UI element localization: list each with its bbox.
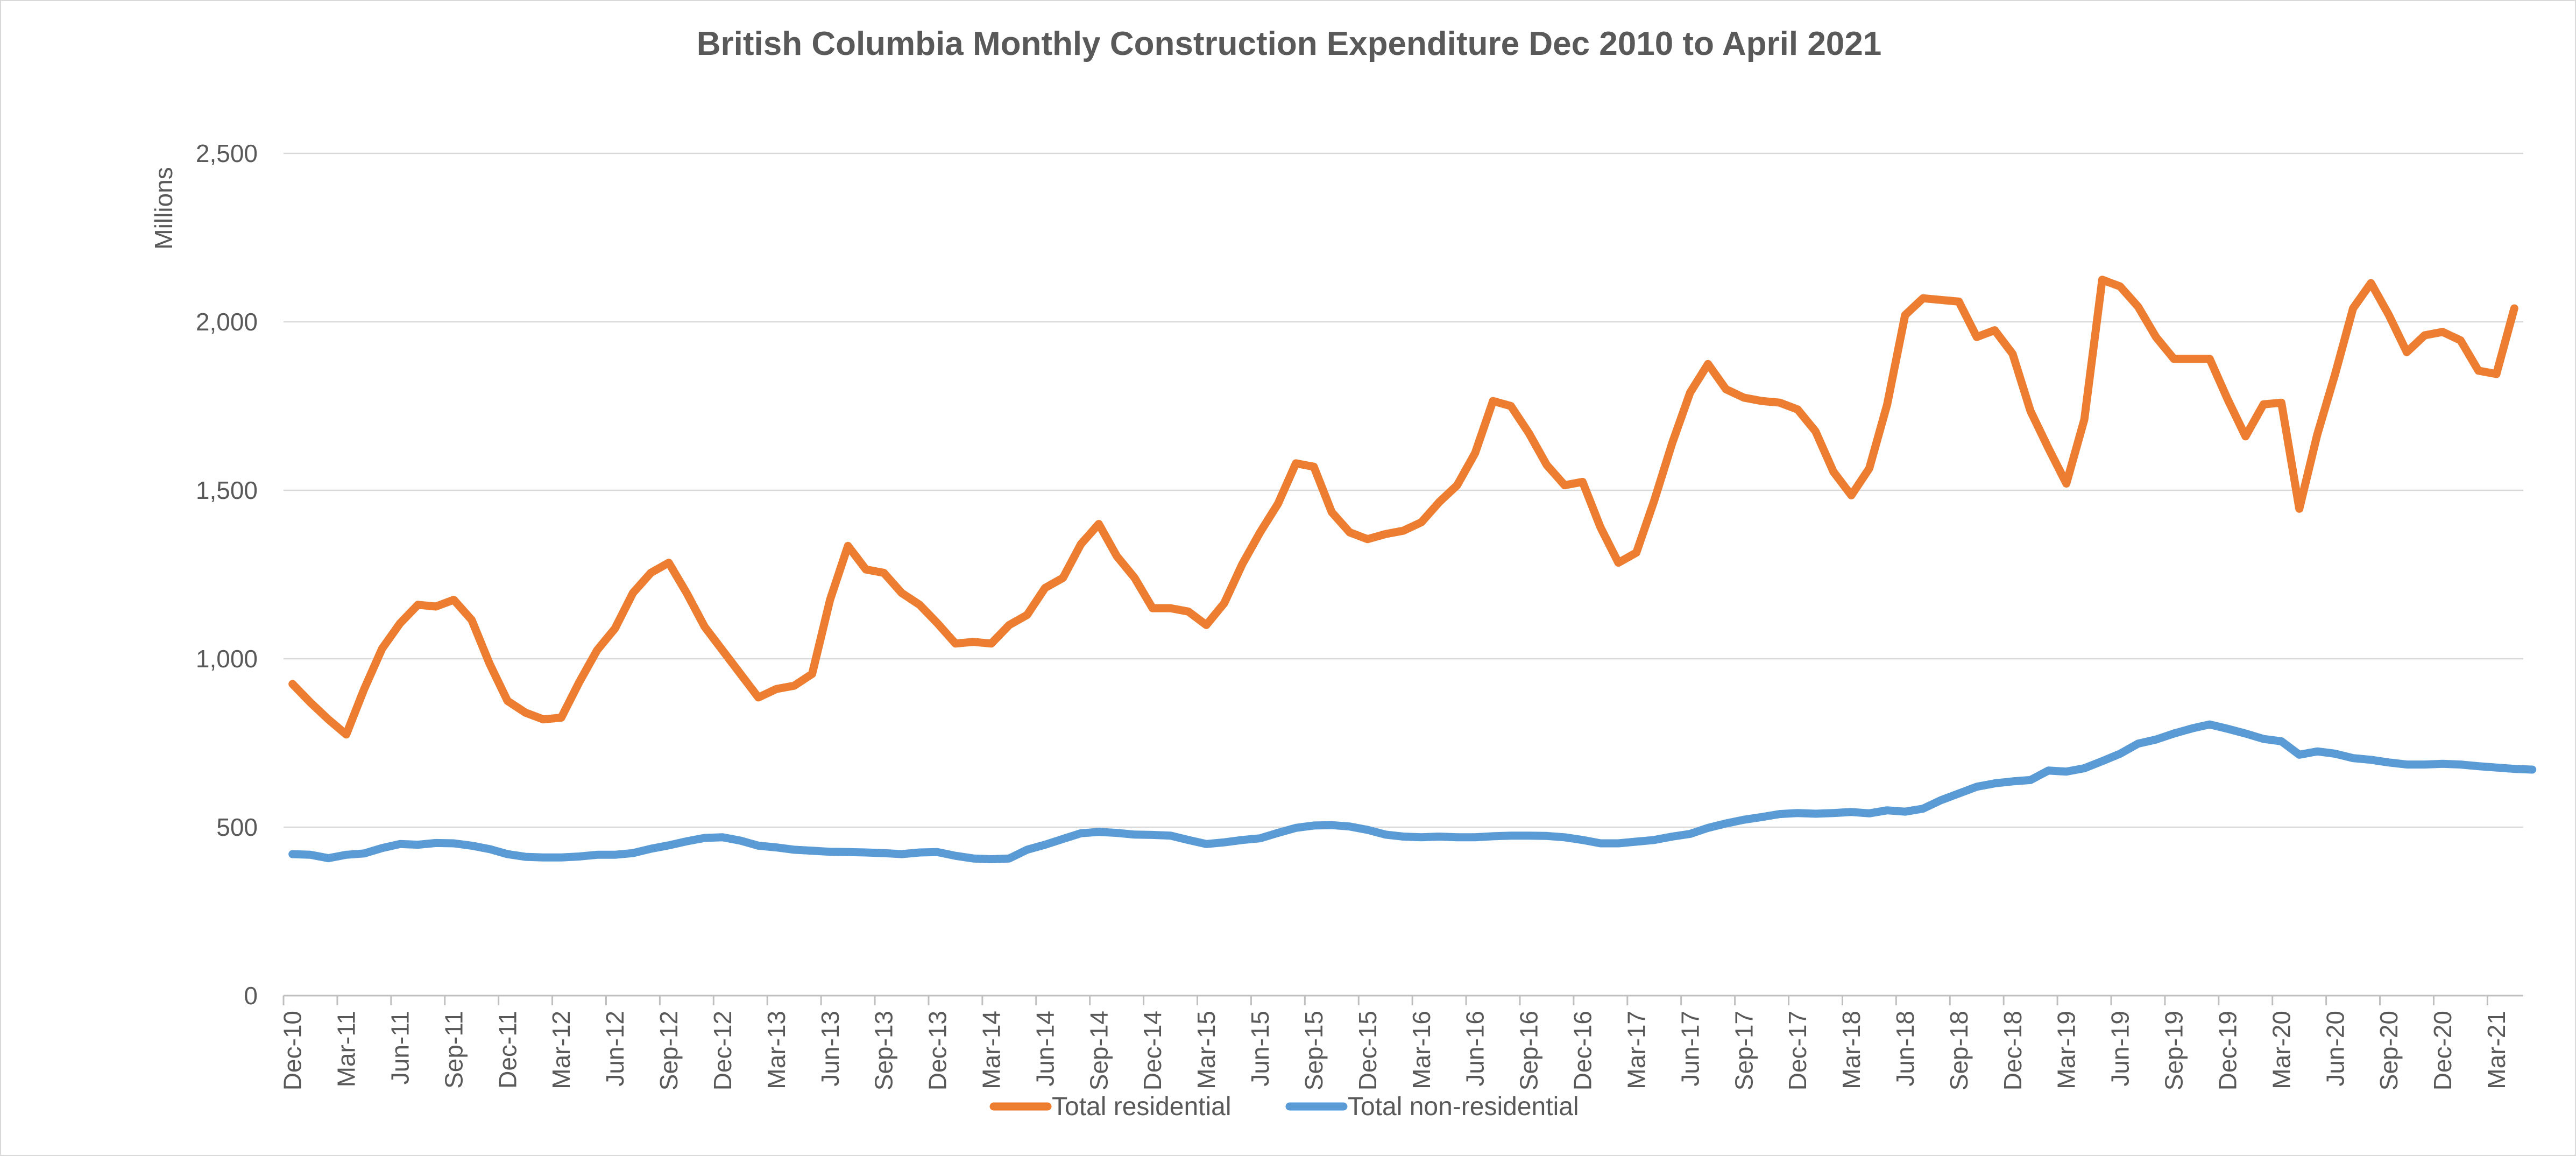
x-tick-label: Mar-11 [332, 1011, 360, 1087]
x-tick-label: Sep-15 [1300, 1011, 1328, 1090]
series-line-total-residential [288, 276, 2518, 739]
x-tick-label: Jun-14 [1031, 1011, 1059, 1087]
y-tick-label: 2,500 [196, 139, 258, 167]
x-tick-label: Jun-17 [1676, 1011, 1704, 1087]
x-tick-label: Jun-11 [386, 1011, 414, 1084]
series-lines [288, 276, 2537, 863]
gridlines [284, 152, 2523, 997]
x-tick-label: Mar-12 [547, 1011, 575, 1089]
x-tick-label: Dec-14 [1138, 1011, 1166, 1090]
x-tick-label: Mar-16 [1407, 1011, 1435, 1089]
x-tick-label: Sep-12 [655, 1011, 683, 1090]
x-tick-label: Dec-15 [1354, 1011, 1382, 1090]
x-tick-label: Dec-19 [2213, 1011, 2241, 1090]
x-tick-label: Mar-21 [2482, 1011, 2510, 1089]
x-tick-label: Jun-19 [2106, 1011, 2134, 1087]
x-tick-label: Dec-18 [1999, 1011, 2027, 1090]
chart-title: British Columbia Monthly Construction Ex… [697, 25, 1882, 62]
x-tick-label: Mar-15 [1192, 1011, 1220, 1089]
legend-label-total-non-residential: Total non-residential [1348, 1092, 1579, 1121]
x-tick-label: Sep-20 [2375, 1011, 2403, 1090]
x-tick-label: Mar-18 [1837, 1011, 1865, 1089]
x-tick-label: Dec-11 [493, 1011, 521, 1089]
x-tick-label: Sep-19 [2160, 1011, 2188, 1090]
x-tick-label: Dec-10 [279, 1011, 307, 1090]
x-axis-ticks: Dec-10 Mar-11 Jun-11 Sep-11 Dec-11 Mar-12 Jun-… [279, 996, 2510, 1090]
x-tick-label: Jun-16 [1461, 1011, 1489, 1087]
x-tick-label: Jun-13 [816, 1011, 844, 1087]
x-tick-label: Sep-11 [440, 1011, 468, 1089]
legend-label-total-residential: Total residential [1052, 1092, 1232, 1121]
y-tick-label: 2,000 [196, 308, 258, 336]
x-tick-label: Mar-20 [2267, 1011, 2295, 1089]
x-tick-label: Jun-15 [1246, 1011, 1274, 1087]
y-axis-label: Millions [150, 167, 178, 249]
y-tick-label: 1,000 [196, 645, 258, 673]
y-tick-label: 500 [216, 813, 258, 841]
x-tick-label: Mar-17 [1622, 1011, 1650, 1089]
x-tick-label: Jun-12 [601, 1011, 629, 1087]
x-tick-label: Sep-16 [1515, 1011, 1543, 1090]
x-tick-label: Dec-17 [1784, 1011, 1811, 1090]
x-tick-label: Mar-19 [2053, 1011, 2080, 1089]
x-tick-label: Sep-14 [1085, 1011, 1113, 1090]
x-tick-label: Dec-20 [2429, 1011, 2457, 1090]
x-tick-label: Jun-18 [1891, 1011, 1919, 1087]
x-tick-label: Jun-20 [2321, 1011, 2349, 1087]
y-axis-ticks: 0 500 1,000 1,500 2,000 2,500 [196, 139, 258, 1010]
x-tick-label: Mar-13 [762, 1011, 790, 1089]
x-tick-label: Dec-13 [924, 1011, 952, 1090]
x-tick-label: Dec-12 [709, 1011, 737, 1090]
x-tick-label: Sep-18 [1945, 1011, 1973, 1090]
x-tick-label: Mar-14 [978, 1011, 1006, 1089]
y-tick-label: 0 [244, 982, 258, 1010]
x-tick-label: Sep-13 [870, 1011, 898, 1090]
series-line-total-non-residential [288, 720, 2537, 863]
x-tick-label: Sep-17 [1730, 1011, 1758, 1090]
x-tick-label: Dec-16 [1569, 1011, 1597, 1090]
y-tick-label: 1,500 [196, 476, 258, 504]
legend: Total residential Total non-residential [989, 1092, 1579, 1121]
